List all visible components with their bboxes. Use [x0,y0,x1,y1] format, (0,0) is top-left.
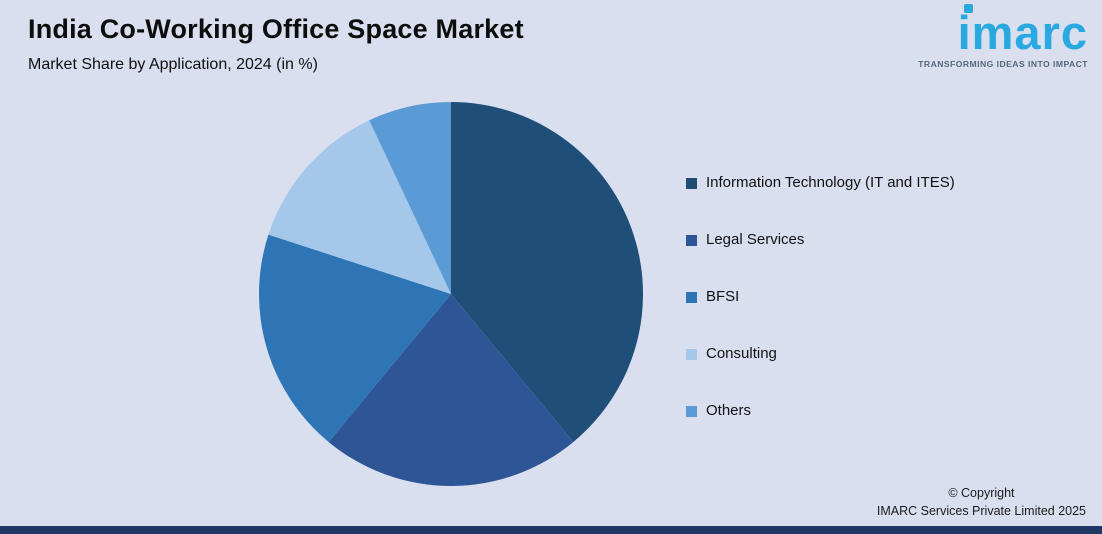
legend-label: Others [706,402,752,419]
legend-item-3: Consulting [686,343,955,365]
legend-label: Legal Services [706,231,805,248]
imarc-logo-dot-icon [963,4,973,13]
imarc-logo-tagline: TRANSFORMING IDEAS INTO IMPACT [918,59,1088,70]
pie-chart-container [259,102,644,487]
legend-swatch-icon [686,348,697,360]
page-subtitle: Market Share by Application, 2024 (in %) [28,56,318,73]
copyright-line1: © Copyright [948,486,1015,500]
pie-slice-information-technology-it-and-ites [451,102,644,442]
legend-label: Consulting [706,345,777,362]
legend-swatch-icon [686,405,697,417]
legend-swatch-icon [686,291,697,303]
legend-swatch-icon [686,177,697,189]
legend-label: Information Technology (IT and ITES) [706,174,955,191]
bottom-accent-bar [0,526,1102,534]
legend-label: BFSI [706,288,740,305]
copyright-line2: IMARC Services Private Limited 2025 [876,504,1086,518]
pie-chart [259,102,644,487]
pie-slice-consulting [268,120,451,294]
page-title: India Co-Working Office Space Market [28,14,524,44]
imarc-logo-wordmark: imarc [957,4,1088,59]
imarc-logo: imarc TRANSFORMING IDEAS INTO IMPACT [873,4,1088,70]
pie-slice-bfsi [259,234,451,442]
pie-slice-legal-services [328,294,574,487]
legend-item-1: Legal Services [686,229,955,251]
copyright-notice: © Copyright IMARC Services Private Limit… [877,484,1086,520]
pie-slice-others [369,102,451,294]
legend-item-4: Others [686,400,955,422]
legend-swatch-icon [686,234,697,246]
legend: Information Technology (IT and ITES) Lega… [686,172,955,422]
legend-item-2: BFSI [686,286,955,308]
imarc-logo-text: imarc [957,6,1088,59]
legend-item-0: Information Technology (IT and ITES) [686,172,955,194]
